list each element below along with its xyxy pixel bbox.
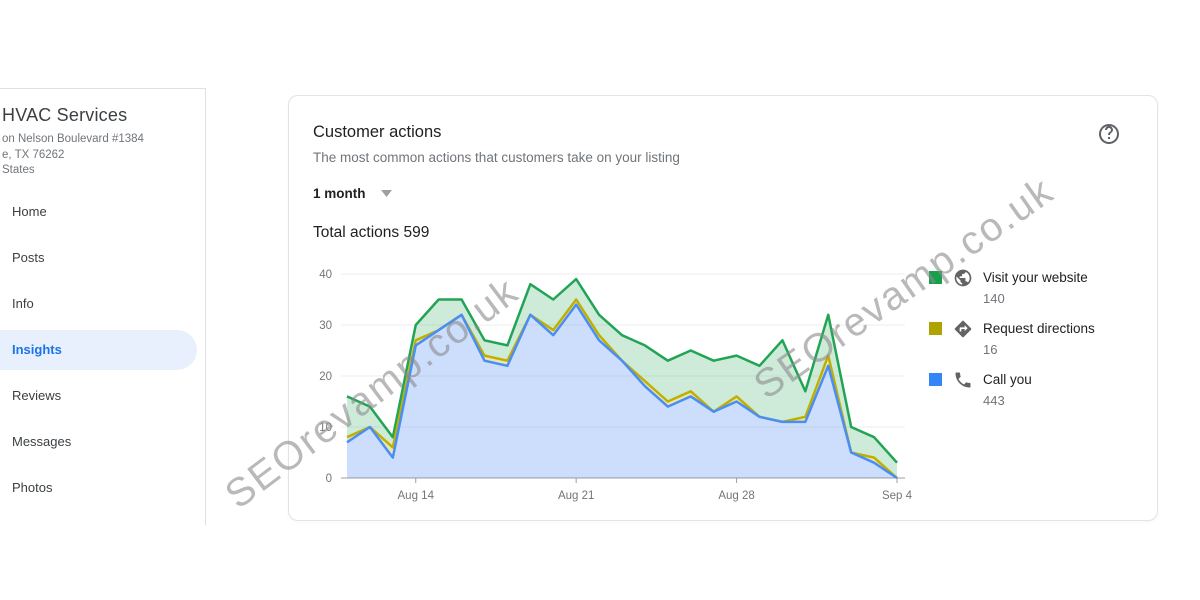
- help-icon[interactable]: [1097, 122, 1121, 146]
- legend-text: Request directions 16: [983, 319, 1095, 359]
- legend-entry-call-you: Call you 443: [929, 370, 1095, 410]
- customer-actions-chart: 0 10 20 30 40 Aug 14 Aug 21 Aug 28 Sep 4: [319, 269, 913, 502]
- period-selector[interactable]: 1 month: [313, 186, 392, 201]
- sidebar-item-posts[interactable]: Posts: [0, 238, 197, 278]
- sidebar-item-label: Reviews: [12, 388, 62, 403]
- sidebar-item-photos[interactable]: Photos: [0, 468, 197, 508]
- svg-text:20: 20: [319, 371, 332, 383]
- svg-text:40: 40: [319, 269, 332, 281]
- card-title: Customer actions: [313, 123, 442, 141]
- legend-swatch-yellow: [929, 322, 942, 335]
- sidebar-top-border: [0, 88, 206, 89]
- svg-text:Aug 14: Aug 14: [398, 490, 435, 502]
- legend-label: Call you: [983, 372, 1032, 387]
- sidebar-item-label: Info: [12, 296, 34, 311]
- sidebar-item-label: Home: [12, 204, 47, 219]
- chart-legend: Visit your website 140 Request direction…: [929, 268, 1095, 421]
- sidebar-item-label: Posts: [12, 250, 45, 265]
- business-name: HVAC Services: [2, 105, 128, 125]
- sidebar-item-home[interactable]: Home: [0, 192, 197, 232]
- svg-text:Aug 28: Aug 28: [718, 490, 754, 502]
- address-line: on Nelson Boulevard #1384: [2, 133, 144, 145]
- legend-entry-visit-website: Visit your website 140: [929, 268, 1095, 308]
- legend-count: 140: [983, 291, 1005, 306]
- svg-text:10: 10: [319, 422, 332, 434]
- card-subtitle: The most common actions that customers t…: [313, 150, 680, 165]
- sidebar-item-insights[interactable]: Insights: [0, 330, 197, 370]
- legend-count: 443: [983, 393, 1005, 408]
- phone-icon: [955, 372, 971, 388]
- svg-text:Sep 4: Sep 4: [882, 490, 913, 502]
- legend-label: Request directions: [983, 321, 1095, 336]
- chevron-down-icon: [380, 190, 392, 197]
- sidebar-divider: [205, 88, 206, 525]
- total-actions: Total actions 599: [313, 224, 430, 241]
- legend-text: Call you 443: [983, 370, 1032, 410]
- address-line: States: [2, 164, 35, 176]
- business-address: on Nelson Boulevard #1384 e, TX 76262 St…: [2, 132, 144, 179]
- globe-icon: [954, 269, 972, 287]
- sidebar-item-reviews[interactable]: Reviews: [0, 376, 197, 416]
- address-line: e, TX 76262: [2, 148, 65, 161]
- period-value: 1 month: [313, 186, 366, 201]
- directions-icon: [954, 320, 972, 338]
- sidebar-nav: Home Posts Info Insights Reviews Message…: [0, 192, 206, 514]
- sidebar-item-info[interactable]: Info: [0, 284, 197, 324]
- sidebar-item-messages[interactable]: Messages: [0, 422, 197, 462]
- legend-swatch-blue: [929, 373, 942, 386]
- svg-text:0: 0: [326, 473, 332, 485]
- legend-swatch-green: [929, 271, 942, 284]
- legend-text: Visit your website 140: [983, 268, 1088, 308]
- legend-count: 16: [983, 342, 998, 357]
- customer-actions-card: Customer actions The most common actions…: [288, 95, 1158, 521]
- legend-label: Visit your website: [983, 270, 1088, 285]
- sidebar-item-label: Messages: [12, 434, 72, 449]
- sidebar-item-label: Insights: [12, 342, 62, 357]
- svg-text:Aug 21: Aug 21: [558, 490, 594, 502]
- sidebar-item-label: Photos: [12, 480, 53, 495]
- legend-entry-request-directions: Request directions 16: [929, 319, 1095, 359]
- svg-text:30: 30: [319, 320, 332, 332]
